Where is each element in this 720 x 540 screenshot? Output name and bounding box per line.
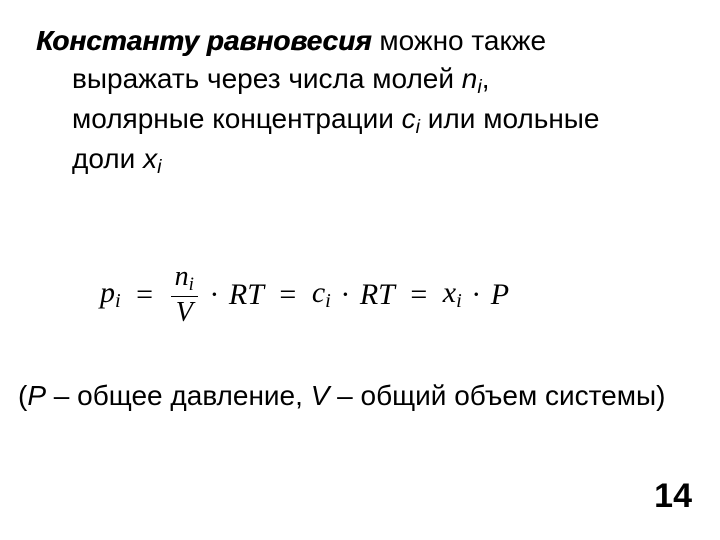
- para-line-2: выражать через числа молей ni,: [36, 60, 696, 100]
- eq-p-sub: i: [115, 290, 121, 312]
- note-P: P: [27, 380, 46, 411]
- eq-dot-1: ·: [209, 278, 219, 312]
- para-line-3: молярные концентрации сi или мольные: [36, 100, 696, 140]
- eq-R-1: R: [229, 278, 247, 311]
- eq-T-1: T: [247, 278, 264, 311]
- eq-dot-2: ·: [340, 278, 350, 312]
- comma-1: ,: [482, 63, 490, 94]
- eq-frac-num: ni: [171, 262, 198, 297]
- footnote: (P – общее давление, V – общий объем сис…: [18, 378, 718, 414]
- eq-c-sym: c: [312, 276, 325, 309]
- eq-equals-3: =: [410, 278, 427, 312]
- eq-frac-den: V: [171, 297, 198, 327]
- text-line3a: молярные концентрации: [72, 103, 402, 134]
- equation: pi = ni V · RT = ci · RT = xi · P: [100, 262, 640, 327]
- eq-x-sym: x: [443, 276, 456, 309]
- text-line3b: или мольные: [420, 103, 599, 134]
- note-t1: – общее давление,: [46, 380, 311, 411]
- title-emphasis: Константу равновесия: [36, 25, 372, 56]
- eq-dot-3: ·: [471, 278, 481, 312]
- eq-x-sub: i: [456, 290, 462, 312]
- eq-fraction: ni V: [171, 262, 198, 327]
- symbol-x: x: [143, 143, 157, 174]
- symbol-c: с: [402, 103, 416, 134]
- eq-p: pi: [100, 276, 121, 313]
- eq-n-sub: i: [189, 274, 194, 295]
- eq-P: P: [491, 278, 509, 312]
- subscript-i-3: i: [157, 156, 161, 178]
- eq-x: xi: [443, 276, 462, 313]
- eq-equals-1: =: [136, 278, 153, 312]
- symbol-n: n: [462, 63, 478, 94]
- eq-c-sub: i: [325, 290, 331, 312]
- eq-c: ci: [312, 276, 331, 313]
- text-after-title: можно также: [372, 25, 546, 56]
- eq-equals-2: =: [279, 278, 296, 312]
- eq-n: n: [175, 261, 189, 292]
- eq-RT-2: RT: [360, 278, 395, 312]
- eq-T-2: T: [378, 278, 395, 311]
- text-line2a: выражать через числа молей: [72, 63, 462, 94]
- text-line4a: доли: [72, 143, 143, 174]
- note-V: V: [311, 380, 330, 411]
- eq-RT-1: RT: [229, 278, 264, 312]
- note-open: (: [18, 380, 27, 411]
- eq-R-2: R: [360, 278, 378, 311]
- slide: Константу равновесия можно также выражат…: [0, 0, 720, 540]
- para-line-4: доли xi: [36, 140, 696, 180]
- page-number: 14: [654, 477, 692, 516]
- note-t2: – общий объем системы): [329, 380, 665, 411]
- eq-p-sym: p: [100, 276, 115, 309]
- main-paragraph: Константу равновесия можно также выражат…: [36, 22, 696, 181]
